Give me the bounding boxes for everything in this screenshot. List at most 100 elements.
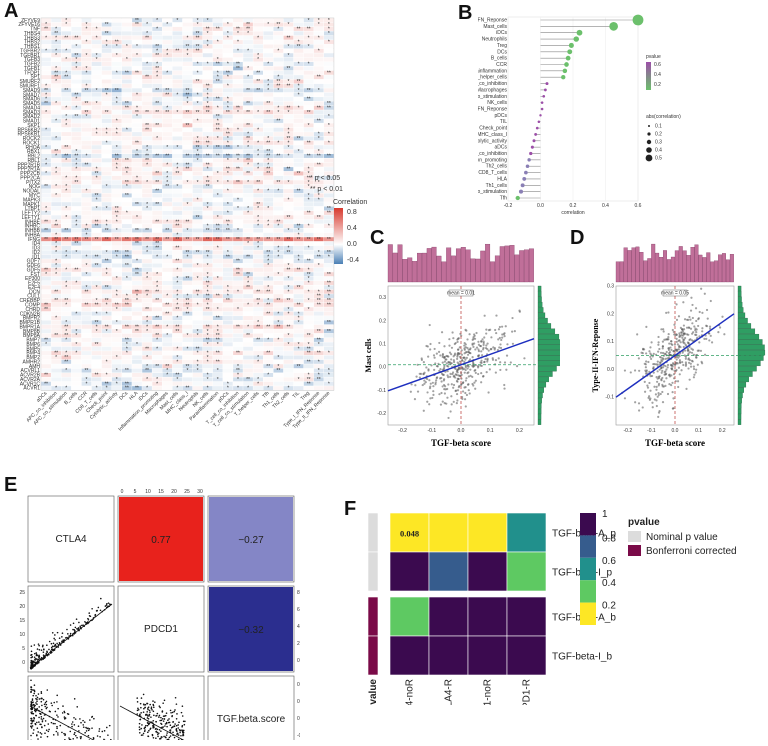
heatmap-a-cell [303, 302, 314, 307]
heatmap-a-sig: * [55, 386, 57, 392]
scatter-point [691, 303, 694, 307]
heatmap-a-cell [51, 153, 61, 158]
heatmap-a-cell [253, 377, 263, 382]
heatmap-a-cell [243, 149, 253, 154]
pairs-point [50, 652, 52, 654]
heatmap-a-cell [233, 158, 243, 163]
heatmap-a-cell [172, 70, 183, 75]
scatter-point [513, 330, 516, 333]
heatmap-a-sig: ** [54, 75, 58, 81]
heatmap-a-cell [142, 171, 152, 176]
scatter-point [682, 324, 686, 327]
scatter-point [691, 348, 695, 351]
heatmap-a-sig: ** [206, 250, 210, 256]
heatmap-a-cell [101, 31, 112, 36]
scatter-point [687, 326, 690, 329]
heatmap-a-cell [162, 333, 173, 338]
top-hist-bar [490, 261, 495, 283]
scatter-point [460, 353, 464, 356]
heatmap-a-cell [132, 18, 142, 23]
heatmap-a-cell [223, 189, 233, 193]
scatter-point [463, 347, 466, 350]
scatter-point [440, 372, 444, 375]
heatmap-a-cell [51, 105, 61, 110]
heatmap-a-cell [233, 272, 243, 277]
pairs-point [82, 624, 84, 626]
heatmap-a-cell [212, 210, 223, 215]
heatmap-a-cell [182, 276, 193, 281]
scatter-point [469, 374, 472, 377]
heatmap-a-sig: * [65, 215, 67, 221]
scatter-point [477, 343, 480, 346]
heatmap-a-cell [182, 184, 193, 189]
scatter-point [456, 340, 459, 344]
heatmap-a-cell [51, 210, 61, 215]
heatmap-a-cell [51, 193, 61, 198]
pairs-cell [27, 675, 115, 740]
heatmap-a-cell [142, 263, 152, 268]
heatmap-a-cell [273, 259, 284, 264]
heatmap-a-cell [223, 267, 233, 272]
heatmap-a-sig: * [96, 329, 98, 335]
scatter-point [452, 360, 456, 364]
heatmap-a-sig: * [287, 246, 289, 252]
heatmap-a-cell [324, 175, 334, 180]
heatmap-a-cell [192, 250, 203, 255]
heatmap-a-sig: ** [84, 162, 88, 168]
heatmap-a-cell [182, 70, 193, 75]
heatmap-a-sig: ** [236, 237, 240, 243]
heatmap-a-cell [122, 316, 132, 321]
heatmap-a-cell [313, 70, 324, 75]
heatmap-a-cell [101, 316, 112, 321]
heatmap-a-sig: * [237, 206, 239, 212]
heatmap-a-cell [293, 180, 304, 185]
heatmap-a-cell [273, 127, 284, 132]
heatmap-a-sig: ** [155, 88, 159, 94]
scatter-point [652, 352, 655, 355]
heatmap-a-sig: * [156, 254, 158, 260]
scatter-point [641, 406, 644, 409]
heatmap-a-sig: * [136, 114, 138, 120]
heatmap-a-sig: ** [125, 324, 129, 330]
heatmap-a-cell [243, 298, 253, 303]
heatmap-a-sig: ** [165, 237, 169, 243]
lollipop-point [530, 145, 534, 149]
heatmap-a-sig: ** [105, 31, 109, 37]
panel-letter-f: F [344, 498, 357, 520]
heatmap-a-cell [263, 189, 274, 193]
heatmap-a-cell [223, 324, 233, 329]
heatmap-a-cell [263, 272, 274, 277]
heatmap-a-cell [71, 215, 82, 220]
heatmap-a-cell [71, 364, 82, 369]
scatter-point [441, 361, 444, 364]
heatmap-a-sig: ** [44, 267, 48, 273]
heatmap-a-sig: ** [196, 35, 200, 41]
heatmap-a-cell [91, 118, 102, 123]
heatmap-a-row-label: TFDP1 [24, 70, 40, 76]
heatmap-a-cell [61, 307, 72, 312]
heatmap-a-sig: * [257, 302, 259, 308]
heatmap-a-cell [142, 245, 152, 250]
heatmap-a-cell [283, 97, 294, 102]
scatter-point [661, 390, 664, 394]
heatmap-a-cell [101, 193, 112, 198]
heatmap-a-cell [71, 26, 82, 31]
heatmap-a-sig: ** [145, 127, 149, 133]
heatmap-a-cell [111, 53, 122, 58]
heatmap-a-cell [293, 302, 304, 307]
scatter-point [691, 316, 694, 320]
heatmap-a-cell [91, 329, 102, 334]
scatter-point [695, 319, 698, 323]
heatmap-a-cell [182, 83, 193, 88]
scatter-point [679, 326, 682, 329]
pairs-point [33, 644, 36, 646]
heatmap-a-cell [324, 272, 334, 277]
heatmap-a-sig: * [207, 377, 209, 383]
heatmap-a-sig: ** [175, 219, 179, 225]
heatmap-a-cell [132, 333, 142, 338]
lollipop-point [532, 139, 536, 143]
heatmap-a-cell [91, 158, 102, 163]
heatmap-a-cell [61, 294, 72, 299]
heatmap-a-cell [111, 355, 122, 360]
scatter-point [691, 322, 694, 325]
